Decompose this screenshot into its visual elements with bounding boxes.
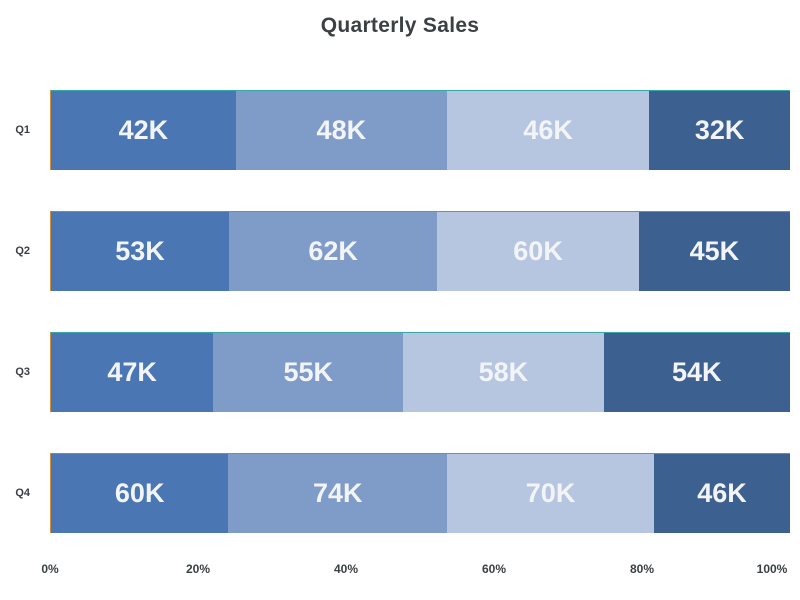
bar-segment[interactable]: 47K	[51, 333, 214, 412]
x-axis-tick-label: 0%	[41, 562, 59, 576]
x-axis: 0% 20% 40% 60% 80% 100%	[41, 562, 790, 578]
bar-segment[interactable]: 53K	[51, 212, 230, 291]
category-label: Q4	[15, 487, 30, 499]
stacked-bar: 47K 55K 58K 54K	[50, 332, 790, 412]
stacked-bar: 53K 62K 60K 45K	[50, 211, 790, 291]
x-axis-tick-label: 20%	[185, 562, 211, 576]
bar-segment[interactable]: 45K	[638, 212, 790, 291]
category-label: Q3	[15, 366, 30, 378]
stacked-bar: 42K 48K 46K 32K	[50, 90, 790, 170]
x-axis-tick-label: 60%	[481, 562, 507, 576]
category-label: Q2	[15, 245, 30, 257]
bar-segment[interactable]: 74K	[228, 454, 448, 533]
bar-row: Q3 47K 55K 58K 54K	[15, 332, 790, 412]
bar-segment[interactable]: 55K	[213, 333, 404, 412]
bar-row: Q2 53K 62K 60K 45K	[15, 211, 790, 291]
bar-segment[interactable]: 54K	[603, 333, 790, 412]
plot-area: Q1 42K 48K 46K 32K Q2 53K 62K 60K 45K Q3 47K 55K 58K 5…	[15, 90, 790, 574]
category-label: Q1	[15, 124, 30, 136]
bar-segment[interactable]: 70K	[447, 454, 654, 533]
bar-segment[interactable]: 62K	[229, 212, 438, 291]
x-axis-tick-label: 80%	[629, 562, 655, 576]
x-axis-tick-label: 100%	[756, 562, 788, 576]
chart-title: Quarterly Sales	[320, 14, 480, 37]
bar-segment[interactable]: 46K	[446, 91, 650, 170]
bar-segment[interactable]: 60K	[437, 212, 639, 291]
bar-segment[interactable]: 48K	[235, 91, 447, 170]
bar-segment[interactable]: 46K	[654, 454, 790, 533]
x-axis-tick-label: 40%	[333, 562, 359, 576]
bar-segment[interactable]: 32K	[649, 91, 790, 170]
stacked-bar: 60K 74K 70K 46K	[50, 453, 790, 533]
bar-row: Q1 42K 48K 46K 32K	[15, 90, 790, 170]
bar-segment[interactable]: 60K	[51, 454, 229, 533]
bar-row: Q4 60K 74K 70K 46K	[15, 453, 790, 533]
bar-segment[interactable]: 42K	[51, 91, 236, 170]
bar-segment[interactable]: 58K	[403, 333, 604, 412]
